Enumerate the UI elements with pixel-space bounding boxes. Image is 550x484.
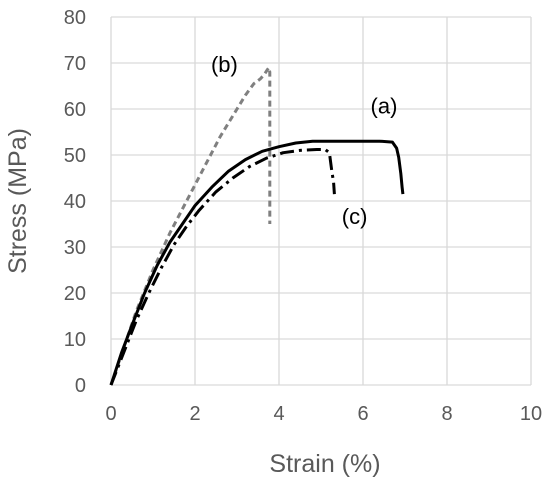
y-tick-label: 20 — [64, 283, 86, 305]
y-tick-label: 0 — [75, 375, 86, 397]
x-tick-label: 6 — [357, 403, 368, 425]
series-line-a — [109, 139, 405, 386]
y-tick-label: 60 — [64, 99, 86, 121]
x-tick-label: 10 — [520, 403, 542, 425]
y-tick-label: 80 — [64, 7, 86, 29]
x-tick-label: 2 — [189, 403, 200, 425]
y-tick-label: 40 — [64, 191, 86, 213]
x-tick-label: 8 — [441, 403, 452, 425]
series-layer — [109, 66, 405, 386]
tick-label-layer: 0 10 20 30 40 50 60 70 80 0 2 4 6 8 10 — [64, 7, 542, 425]
y-tick-label: 50 — [64, 145, 86, 167]
x-tick-label: 0 — [105, 403, 116, 425]
series-line-c — [109, 148, 336, 386]
grid-layer — [110, 16, 532, 386]
curve-label: (c) — [342, 204, 368, 229]
curve-label-layer: (b) (a) (c) — [211, 52, 397, 229]
y-axis-title: Stress (MPa) — [4, 128, 32, 274]
y-tick-label: 30 — [64, 237, 86, 259]
curve-label: (b) — [211, 52, 238, 77]
curve-label: (a) — [371, 94, 398, 119]
series-line-b — [109, 66, 272, 386]
y-tick-label: 10 — [64, 329, 86, 351]
x-axis-title: Strain (%) — [269, 450, 380, 478]
x-tick-label: 4 — [273, 403, 284, 425]
y-tick-label: 70 — [64, 53, 86, 75]
